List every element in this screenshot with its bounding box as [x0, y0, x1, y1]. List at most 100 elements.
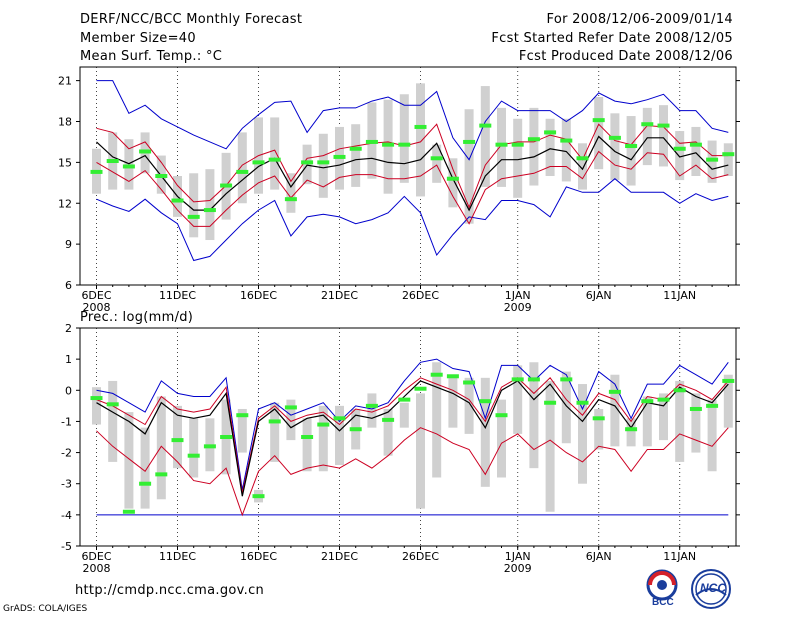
panel1-spread-box [497, 107, 506, 187]
bcc-logo-text: BCC [652, 597, 674, 608]
panel1-median-marker [446, 176, 459, 181]
panel1-ytick-label: 15 [58, 156, 72, 169]
panel2-spread-box [691, 393, 701, 453]
panel1-spread-box [723, 143, 733, 176]
panel2-median-marker [446, 374, 459, 379]
panel2-spread-box [318, 405, 328, 472]
panel1-spread-box [270, 117, 280, 190]
panel1-median-marker [706, 157, 719, 162]
panel1-spread-box [545, 118, 555, 176]
panel2-spread-box [464, 377, 474, 434]
panel1-spread-box [610, 113, 620, 181]
panel2-spread-box [270, 402, 280, 462]
panel1-ytick-label: 12 [58, 197, 72, 210]
panel1-ytick-label: 6 [65, 279, 72, 292]
member-size-label: Member Size=40 [80, 31, 196, 46]
panel2-xtick-label: 21DEC [321, 550, 358, 563]
panel2-median-marker [608, 389, 621, 394]
forecast-range-label: For 2008/12/06-2009/01/14 [546, 12, 733, 27]
panel2-median-marker [268, 419, 281, 424]
panel2-spread-box [302, 418, 312, 472]
panel2-median-marker [284, 405, 297, 410]
panel1-xtick-year-label: 2009 [504, 301, 532, 314]
panel1-median-marker [479, 123, 492, 128]
panel2-median-marker [625, 427, 638, 432]
panel2-xtick-label: 6DEC [81, 550, 111, 563]
panel1-spread-box [480, 86, 490, 187]
panel1-spread-box [594, 96, 604, 170]
panel1-spread-box [642, 107, 652, 166]
panel1-xtick-label: 16DEC [240, 289, 277, 302]
panel2-ytick-label: -1 [61, 415, 72, 428]
panel2-spread-box [448, 374, 458, 428]
panel1-spread-box [561, 118, 571, 182]
panel2-median-marker [673, 388, 686, 393]
panel1-median-marker [527, 137, 540, 142]
panel1-spread-box [448, 158, 458, 208]
panel1-median-marker [689, 142, 702, 147]
panel2-spread-box [367, 393, 377, 428]
panel1-median-marker [722, 152, 735, 157]
panel2-median-marker [139, 481, 152, 486]
panel1-median-marker [382, 142, 395, 147]
panel1-spread-box [351, 124, 361, 187]
panel1-median-marker [317, 160, 330, 165]
panel1-median-marker [236, 169, 249, 174]
panel2-xtick-label: 16DEC [240, 550, 277, 563]
panel1-median-marker [592, 118, 605, 123]
produced-date-label: Fcst Produced Date 2008/12/06 [518, 49, 733, 64]
panel2-spread-box [383, 408, 393, 456]
panel1-median-marker [657, 123, 670, 128]
panel2-median-marker [527, 377, 540, 382]
panel2-spread-box [497, 399, 506, 478]
panel2-spread-box [675, 380, 685, 462]
panel1-spread-box [205, 169, 215, 241]
panel1-spread-box [659, 105, 668, 167]
panel1-median-marker [414, 124, 427, 129]
panel2-ytick-label: -3 [61, 478, 72, 491]
panel1-spread-box [464, 109, 474, 224]
panel1-xtick-year-label: 2008 [83, 301, 111, 314]
panel2-spread-box [529, 362, 539, 469]
panel2-median-marker [187, 453, 200, 458]
panel2-spread-box [561, 371, 571, 444]
panel2-median-marker [317, 422, 330, 427]
panel2-xtick-label: 26DEC [402, 550, 439, 563]
panel2-spread-box [416, 393, 425, 509]
panel2-median-marker [203, 444, 216, 449]
panel2-xtick-label: 11DEC [159, 550, 196, 563]
panel2-ytick-label: 1 [65, 353, 72, 366]
panel2-spread-box [578, 384, 587, 484]
panel2-max-line [96, 358, 729, 490]
panel2-spread-box [173, 405, 182, 469]
panel1-xtick-label: 21DEC [321, 289, 358, 302]
panel2-median-marker [398, 397, 411, 402]
panel1-xtick-label: 11DEC [159, 289, 196, 302]
panel1-spread-box [416, 83, 425, 197]
panel1-spread-box [383, 99, 393, 194]
panel1-spread-box [691, 126, 701, 176]
panel1-spread-box [124, 139, 134, 190]
panel2-median-marker [544, 400, 557, 405]
panel2-median-marker [365, 403, 378, 408]
panel1-median-marker [139, 149, 152, 154]
panel2-median-marker [706, 403, 719, 408]
panel1-spread-box [432, 144, 442, 183]
panel2-ytick-label: 0 [65, 384, 72, 397]
panel1-median-marker [122, 164, 135, 169]
panel1-ytick-label: 9 [65, 238, 72, 251]
panel2-spread-box [626, 418, 636, 447]
panel2-median-marker [463, 380, 476, 385]
source-url: http://cmdp.ncc.cma.gov.cn [75, 583, 265, 598]
panel1-median-marker [495, 142, 508, 147]
panel2-spread-box [124, 412, 134, 509]
panel1-median-marker [430, 156, 443, 161]
panel2-ytick-label: 2 [65, 322, 72, 335]
panel2-median-marker [479, 399, 492, 404]
panel1-spread-box [399, 94, 409, 183]
panel2-median-marker [657, 397, 670, 402]
panel1-median-marker [349, 146, 362, 151]
panel1-median-marker [463, 139, 476, 144]
panel1-median-marker [608, 135, 621, 140]
panel1-upper-line [96, 123, 729, 209]
